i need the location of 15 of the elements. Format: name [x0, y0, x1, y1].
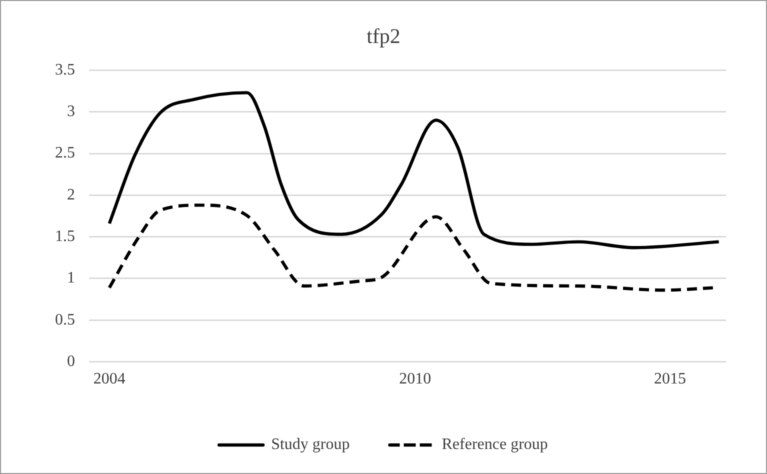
legend-label: Study group: [271, 436, 350, 454]
y-tick-label: 2: [67, 186, 75, 204]
y-tick-label: 2.5: [55, 144, 75, 162]
y-tick-label: 1: [67, 270, 75, 287]
x-tick-label: 2004: [93, 370, 126, 388]
line-series: [108, 91, 720, 250]
x-tick-label: 2010: [399, 370, 432, 388]
y-tick-label: 3.5: [55, 61, 75, 78]
y-tick-label: 1.5: [55, 228, 75, 246]
y-tick-label: 3: [67, 103, 75, 120]
y-tick-label: 0: [67, 353, 75, 370]
x-tick-label: 2015: [654, 370, 686, 388]
y-tick-label: 0.5: [55, 311, 75, 328]
chart-title: tfp2: [366, 24, 400, 48]
legend-label: Reference group: [442, 436, 548, 454]
